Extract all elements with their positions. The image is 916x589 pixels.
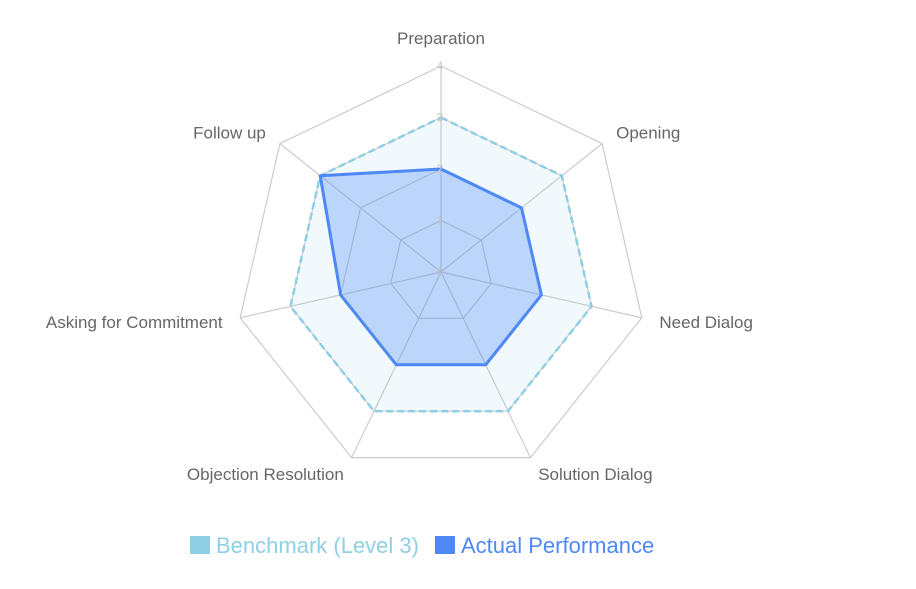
series-0-area — [289, 116, 593, 413]
spoke-6 — [279, 143, 442, 273]
tick-label-0: 0 — [437, 265, 444, 279]
axis-label-6: Follow up — [193, 123, 266, 142]
axis-label-0: Preparation — [397, 29, 485, 48]
legend-label-0[interactable]: Benchmark (Level 3) — [216, 533, 419, 558]
axis-label-2: Need Dialog — [659, 313, 753, 332]
grid-ring-1 — [390, 219, 492, 319]
tick-label-3: 3 — [437, 111, 444, 125]
series-1-area — [318, 167, 543, 367]
legend-label-1[interactable]: Actual Performance — [461, 533, 654, 558]
legend[interactable]: Benchmark (Level 3) Actual Performance — [190, 533, 654, 558]
axis-label-1: Opening — [616, 123, 680, 142]
axis-labels: Preparation Opening Need Dialog Solution Di… — [46, 29, 753, 484]
axis-label-3: Solution Dialog — [538, 465, 652, 484]
radial-tick-labels: 0 1 2 3 4 — [437, 59, 444, 279]
tick-label-4: 4 — [437, 59, 444, 73]
axis-label-4: Objection Resolution — [187, 465, 344, 484]
tick-label-1: 1 — [437, 214, 444, 228]
legend-swatch-0[interactable] — [190, 536, 210, 554]
axis-label-5: Asking for Commitment — [46, 313, 223, 332]
tick-label-2: 2 — [437, 162, 444, 176]
grid-ring-4 — [239, 65, 643, 459]
legend-swatch-1[interactable] — [434, 536, 455, 554]
radar-series — [289, 116, 593, 413]
